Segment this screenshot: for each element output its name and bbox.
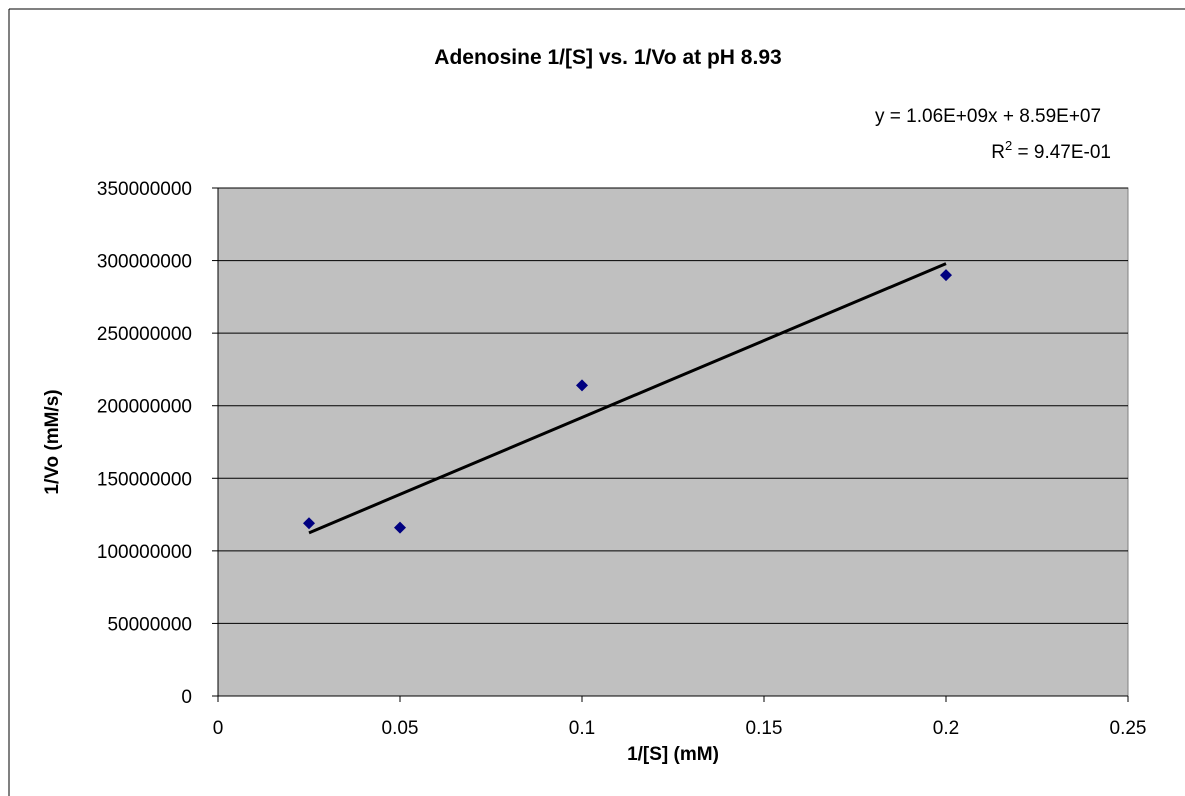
x-tick-label: 0.1 <box>569 718 595 739</box>
plot-area <box>217 187 1129 697</box>
gridlines <box>218 187 1128 624</box>
data-point <box>576 379 588 392</box>
r-squared-value: = 9.47E-01 <box>1012 142 1111 163</box>
r-squared-prefix: R <box>991 142 1005 163</box>
y-tick-label: 150000000 <box>97 469 192 490</box>
y-axis-ticks: 0 50000000 100000000 150000000 200000000 2500… <box>97 179 218 708</box>
y-tick-label: 300000000 <box>97 252 192 273</box>
r-squared-superscript: 2 <box>1005 138 1012 153</box>
data-point <box>303 517 315 530</box>
y-tick-label: 50000000 <box>107 614 192 635</box>
x-tick-label: 0.05 <box>382 718 419 739</box>
x-tick-label: 0 <box>213 718 224 739</box>
y-tick-label: 250000000 <box>97 324 192 345</box>
x-tick-label: 0.2 <box>933 718 959 739</box>
trendline-equation: y = 1.06E+09x + 8.59E+07 <box>875 106 1101 127</box>
x-axis-label: 1/[S] (mM) <box>627 744 719 765</box>
x-axis-ticks: 0 0.05 0.1 0.15 0.2 0.25 <box>213 696 1147 739</box>
trendline-group <box>308 262 947 535</box>
y-tick-label: 350000000 <box>97 179 192 200</box>
y-axis-label: 1/Vo (mM/s) <box>42 389 63 494</box>
y-tick-label: 200000000 <box>97 397 192 418</box>
chart-title: Adenosine 1/[S] vs. 1/Vo at pH 8.93 <box>434 46 781 69</box>
trendline <box>308 262 947 535</box>
r-squared-label: R2 = 9.47E-01 <box>991 138 1111 163</box>
y-tick-label: 100000000 <box>97 542 192 563</box>
data-points <box>303 269 952 534</box>
x-tick-label: 0.25 <box>1110 718 1147 739</box>
y-tick-label: 0 <box>181 687 192 708</box>
x-tick-label: 0.15 <box>746 718 783 739</box>
data-point <box>940 269 952 282</box>
data-point <box>394 521 406 534</box>
